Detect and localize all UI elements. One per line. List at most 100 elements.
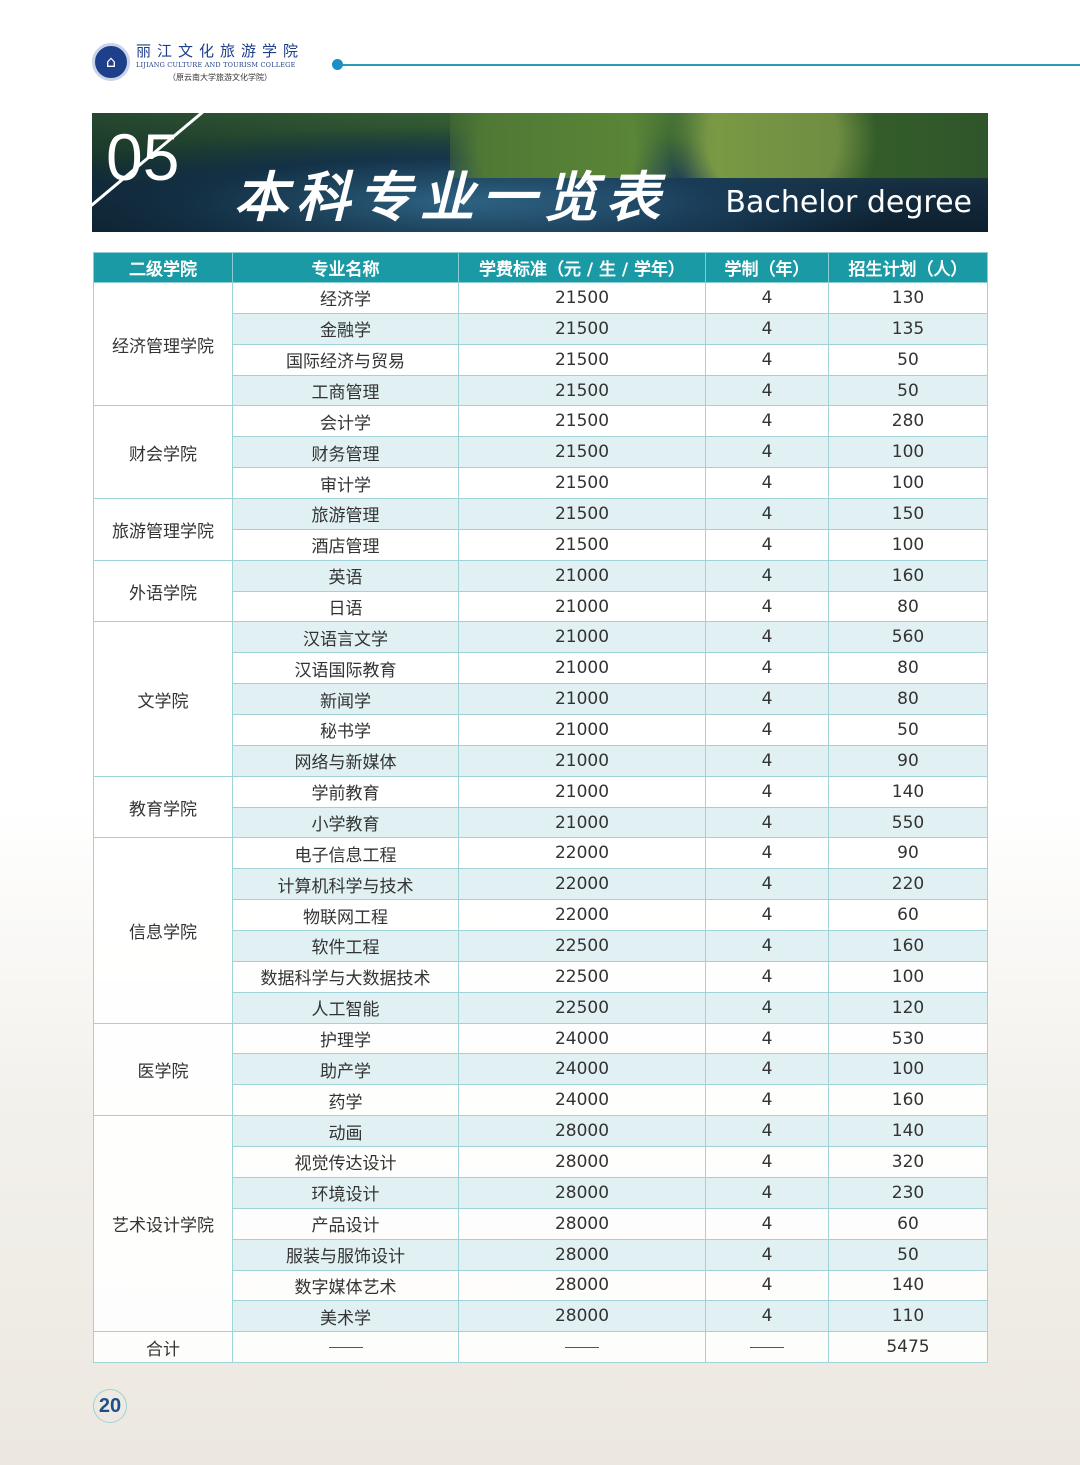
duration-cell: 4 xyxy=(705,405,829,438)
major-name-cell: 数字媒体艺术 xyxy=(232,1269,459,1302)
tuition-cell: 28000 xyxy=(458,1300,706,1333)
table-row: 视觉传达设计 28000 4 320 xyxy=(94,1146,988,1178)
major-name-cell: 网络与新媒体 xyxy=(232,744,459,777)
enrollment-plan-cell: 320 xyxy=(828,1146,988,1178)
total-row: 合计 5475 xyxy=(93,1331,988,1364)
total-value: 5475 xyxy=(828,1331,988,1364)
major-name-cell: 视觉传达设计 xyxy=(232,1146,459,1178)
major-name-cell: 护理学 xyxy=(232,1022,459,1055)
major-name-cell: 服装与服饰设计 xyxy=(232,1238,459,1271)
major-name-cell: 经济学 xyxy=(232,282,459,314)
tuition-cell: 24000 xyxy=(458,1053,706,1086)
majors-table: 二级学院 专业名称 学费标准（元 / 生 / 学年） 学制（年） 招生计划（人） 经济管… xyxy=(93,252,988,1364)
total-label: 合计 xyxy=(93,1331,233,1364)
duration-cell: 4 xyxy=(705,652,829,685)
tuition-cell: 28000 xyxy=(458,1238,706,1271)
table-row: 秘书学 21000 4 50 xyxy=(94,714,988,746)
enrollment-plan-cell: 150 xyxy=(828,498,988,530)
duration-cell: 4 xyxy=(705,312,829,345)
major-name-cell: 英语 xyxy=(232,559,459,592)
table-row: 网络与新媒体 21000 4 90 xyxy=(94,744,988,777)
table-row: 教育学院 学前教育 21000 4 140 xyxy=(93,775,988,839)
duration-cell: 4 xyxy=(705,1022,829,1055)
college-cell: 财会学院 xyxy=(93,405,233,500)
duration-cell: 4 xyxy=(705,960,829,993)
tuition-cell: 21500 xyxy=(458,312,706,345)
tuition-cell: 21000 xyxy=(458,590,706,623)
enrollment-plan-cell: 60 xyxy=(828,899,988,932)
duration-cell: 4 xyxy=(705,343,829,376)
table-row: 财务管理 21500 4 100 xyxy=(94,436,988,469)
duration-cell: 4 xyxy=(705,374,829,407)
tuition-cell: 22000 xyxy=(458,837,706,870)
duration-cell: 4 xyxy=(705,467,829,500)
table-row: 新闻学 21000 4 80 xyxy=(94,683,988,716)
major-name-cell: 美术学 xyxy=(232,1300,459,1333)
enrollment-plan-cell: 50 xyxy=(828,343,988,376)
tuition-cell: 21000 xyxy=(458,714,706,746)
table-row: 服装与服饰设计 28000 4 50 xyxy=(94,1238,988,1271)
tuition-cell: 21000 xyxy=(458,621,706,654)
table-row: 产品设计 28000 4 60 xyxy=(94,1207,988,1240)
table-row: 计算机科学与技术 22000 4 220 xyxy=(94,868,988,901)
table-row: 环境设计 28000 4 230 xyxy=(94,1176,988,1209)
duration-cell: 4 xyxy=(705,1207,829,1240)
enrollment-plan-cell: 140 xyxy=(828,1115,988,1148)
duration-cell: 4 xyxy=(705,683,829,716)
tuition-cell: 21000 xyxy=(458,559,706,592)
tuition-cell: 21000 xyxy=(458,775,706,808)
tuition-cell: 21500 xyxy=(458,405,706,438)
tuition-cell: 21000 xyxy=(458,744,706,777)
table-row: 酒店管理 21500 4 100 xyxy=(94,528,988,561)
duration-cell: 4 xyxy=(705,1146,829,1178)
tuition-cell: 22000 xyxy=(458,899,706,932)
enrollment-plan-cell: 120 xyxy=(828,991,988,1024)
duration-cell: 4 xyxy=(705,436,829,469)
duration-cell: 4 xyxy=(705,621,829,654)
duration-cell: 4 xyxy=(705,1300,829,1333)
section-subtitle: Bachelor degree xyxy=(725,185,972,220)
enrollment-plan-cell: 100 xyxy=(828,960,988,993)
major-name-cell: 人工智能 xyxy=(232,991,459,1024)
college-seal-icon: ⌂ xyxy=(92,42,130,81)
duration-cell: 4 xyxy=(705,899,829,932)
duration-cell: 4 xyxy=(705,991,829,1024)
duration-cell: 4 xyxy=(705,1269,829,1302)
enrollment-plan-cell: 140 xyxy=(828,775,988,808)
duration-cell: 4 xyxy=(705,868,829,901)
enrollment-plan-cell: 550 xyxy=(828,806,988,839)
major-name-cell: 汉语言文学 xyxy=(232,621,459,654)
table-row: 信息学院 电子信息工程 22000 4 90 xyxy=(93,837,988,1024)
duration-cell: 4 xyxy=(705,714,829,746)
major-name-cell: 电子信息工程 xyxy=(232,837,459,870)
tuition-cell: 21000 xyxy=(458,683,706,716)
enrollment-plan-cell: 50 xyxy=(828,714,988,746)
college-cell: 医学院 xyxy=(93,1022,233,1117)
major-name-cell: 新闻学 xyxy=(232,683,459,716)
section-title: 本科专业一览表 xyxy=(234,165,668,229)
major-name-cell: 产品设计 xyxy=(232,1207,459,1240)
tuition-cell: 21500 xyxy=(458,498,706,530)
major-name-cell: 计算机科学与技术 xyxy=(232,868,459,901)
table-row: 数字媒体艺术 28000 4 140 xyxy=(94,1269,988,1302)
enrollment-plan-cell: 130 xyxy=(828,282,988,314)
major-name-cell: 动画 xyxy=(232,1115,459,1148)
column-header: 二级学院 xyxy=(93,252,233,283)
enrollment-plan-cell: 100 xyxy=(828,1053,988,1086)
major-name-cell: 日语 xyxy=(232,590,459,623)
tuition-cell: 28000 xyxy=(458,1207,706,1240)
page-number: 20 xyxy=(93,1389,127,1423)
table-row: 医学院 护理学 24000 4 530 xyxy=(93,1022,988,1117)
college-logo: ⌂ 丽江文化旅游学院 LIJIANG CULTURE AND TOURISM C… xyxy=(92,40,304,83)
enrollment-plan-cell: 100 xyxy=(828,528,988,561)
enrollment-plan-cell: 100 xyxy=(828,436,988,469)
college-cell: 信息学院 xyxy=(93,837,233,1024)
duration-cell: 4 xyxy=(705,1115,829,1148)
enrollment-plan-cell: 230 xyxy=(828,1176,988,1209)
table-row: 助产学 24000 4 100 xyxy=(94,1053,988,1086)
school-name-en: LIJIANG CULTURE AND TOURISM COLLEGE xyxy=(136,61,296,69)
enrollment-plan-cell: 280 xyxy=(828,405,988,438)
major-name-cell: 助产学 xyxy=(232,1053,459,1086)
section-banner: 05 本科专业一览表 Bachelor degree xyxy=(92,113,988,232)
duration-cell: 4 xyxy=(705,282,829,314)
